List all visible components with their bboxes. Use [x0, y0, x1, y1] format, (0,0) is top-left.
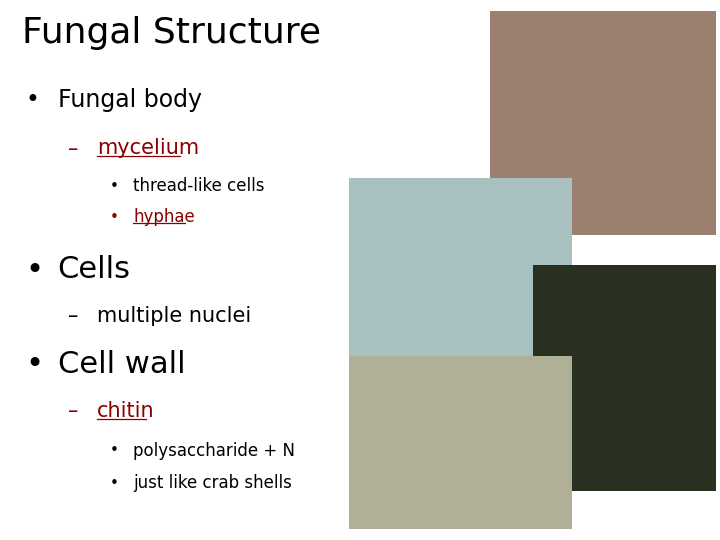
- Text: hyphae: hyphae: [133, 208, 195, 226]
- Text: just like crab shells: just like crab shells: [133, 474, 292, 492]
- Text: chitin: chitin: [97, 401, 155, 422]
- Text: multiple nuclei: multiple nuclei: [97, 306, 251, 326]
- Text: •: •: [25, 88, 39, 112]
- Text: –: –: [68, 306, 78, 326]
- Bar: [490, 11, 716, 235]
- Text: polysaccharide + N: polysaccharide + N: [133, 442, 295, 460]
- Text: thread-like cells: thread-like cells: [133, 177, 265, 195]
- Text: •: •: [110, 476, 119, 491]
- Text: –: –: [68, 401, 78, 422]
- Text: •: •: [110, 210, 119, 225]
- Text: –: –: [68, 138, 78, 159]
- Text: •: •: [25, 350, 43, 379]
- Text: Cell wall: Cell wall: [58, 350, 185, 379]
- Bar: [349, 356, 572, 529]
- Text: Fungal body: Fungal body: [58, 88, 202, 112]
- Text: mycelium: mycelium: [97, 138, 199, 159]
- Bar: [533, 265, 716, 491]
- Text: Cells: Cells: [58, 255, 130, 285]
- Text: •: •: [25, 255, 43, 285]
- Text: •: •: [110, 443, 119, 458]
- Text: Fungal Structure: Fungal Structure: [22, 16, 320, 50]
- Text: •: •: [110, 179, 119, 194]
- Bar: [349, 178, 572, 362]
